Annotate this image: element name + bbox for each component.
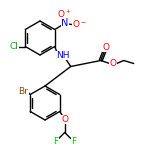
Text: F: F <box>71 137 76 146</box>
Text: O: O <box>57 10 64 19</box>
Text: O: O <box>109 59 116 68</box>
Text: O: O <box>102 43 109 52</box>
Text: −: − <box>81 19 86 24</box>
Text: +: + <box>66 9 71 14</box>
Text: O: O <box>72 20 79 29</box>
Text: F: F <box>53 137 58 146</box>
Text: Cl: Cl <box>10 42 19 51</box>
Text: NH: NH <box>56 51 69 60</box>
Text: Br: Br <box>18 87 28 96</box>
Text: N: N <box>61 19 68 29</box>
Text: O: O <box>61 115 68 124</box>
